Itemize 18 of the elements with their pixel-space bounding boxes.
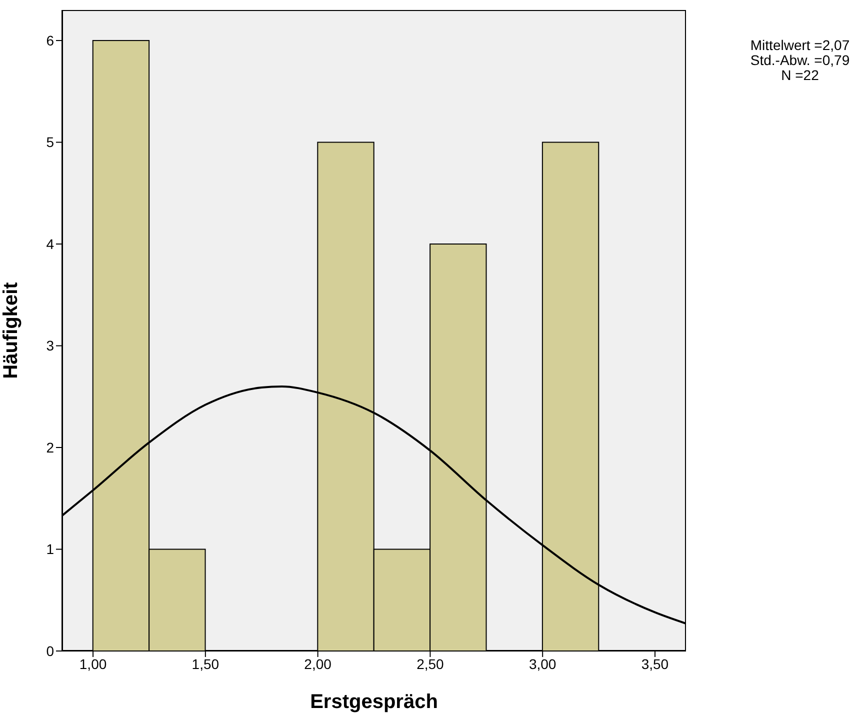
y-tick-label: 6 <box>46 32 54 48</box>
x-tick-label: 2,50 <box>416 656 444 672</box>
x-tick-label: 3,50 <box>641 656 669 672</box>
x-tick-label: 1,00 <box>79 656 107 672</box>
text: Mittelwert =2,07 <box>749 37 851 53</box>
y-tick-label: 0 <box>46 642 54 659</box>
x-tick-label: 1,50 <box>192 656 220 672</box>
y-tick-label: 2 <box>46 439 54 456</box>
y-tick-label: 3 <box>46 338 54 354</box>
y-tick-label: 1 <box>46 541 54 558</box>
y-axis-title: Häufigkeit <box>0 282 22 379</box>
x-tick-label: 3,00 <box>528 656 556 672</box>
text: Std.-Abw. =0,79 <box>749 52 851 68</box>
x-axis-title: Erstgespräch <box>310 691 438 713</box>
x-tick-label: 2,00 <box>304 656 332 672</box>
y-tick-label: 5 <box>46 134 54 150</box>
text: N =22 <box>780 67 820 83</box>
y-tick-label: 4 <box>46 236 54 252</box>
